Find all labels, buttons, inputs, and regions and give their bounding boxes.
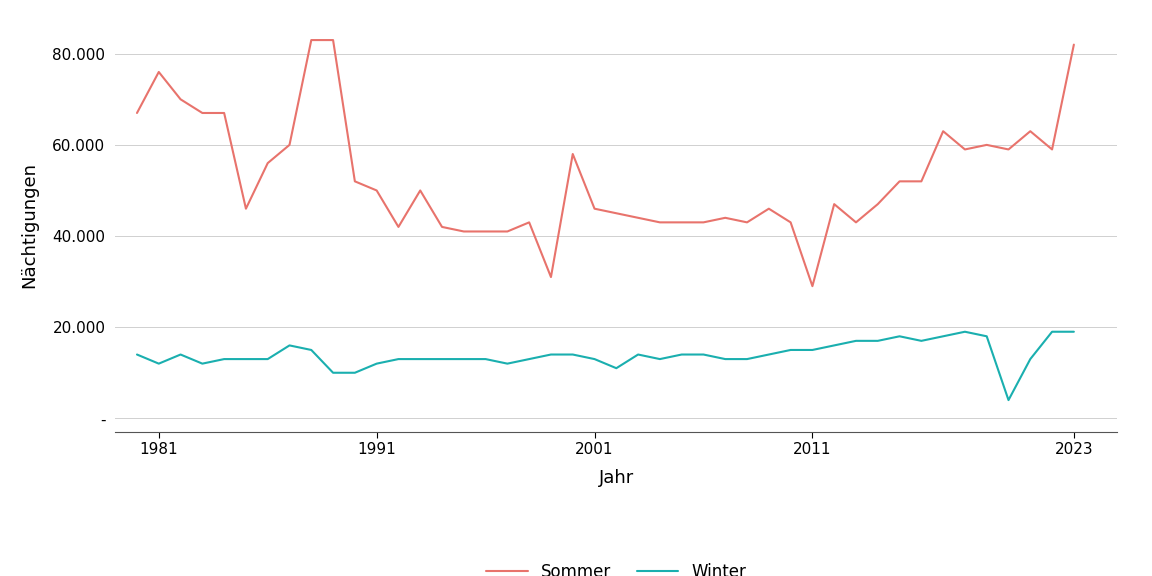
Sommer [893,178,907,185]
Sommer [697,219,711,226]
Winter [326,369,340,376]
Line: Winter: Winter [137,332,1074,400]
Winter [805,347,819,354]
Winter [282,342,296,349]
Sommer [783,219,797,226]
Sommer [282,142,296,149]
Sommer [719,214,733,221]
Sommer [761,205,775,212]
Winter [260,355,274,362]
Sommer [414,187,427,194]
Winter [435,355,449,362]
Winter [566,351,579,358]
Winter [849,338,863,344]
Winter [500,360,514,367]
Sommer [566,150,579,157]
Sommer [152,69,166,75]
Winter [370,360,384,367]
Winter [980,333,994,340]
Sommer [937,128,950,135]
Winter [740,355,753,362]
Sommer [1045,146,1059,153]
Sommer [238,205,252,212]
Winter [871,338,885,344]
Sommer [980,142,994,149]
Sommer [326,37,340,44]
Winter [1001,397,1015,404]
Winter [719,355,733,362]
Sommer [348,178,362,185]
Sommer [479,228,493,235]
Sommer [1001,146,1015,153]
Sommer [609,210,623,217]
Winter [479,355,493,362]
Sommer [457,228,471,235]
Sommer [871,200,885,207]
Winter [348,369,362,376]
Winter [697,351,711,358]
Sommer [544,274,558,281]
Winter [783,347,797,354]
Winter [827,342,841,349]
Winter [414,355,427,362]
Sommer [827,200,841,207]
Sommer [522,219,536,226]
Winter [915,338,929,344]
Winter [238,355,252,362]
Winter [1023,355,1037,362]
Sommer [958,146,972,153]
Winter [152,360,166,367]
Winter [196,360,210,367]
Sommer [1023,128,1037,135]
Sommer [500,228,514,235]
Sommer [304,37,318,44]
Winter [958,328,972,335]
Legend: Sommer, Winter: Sommer, Winter [479,556,753,576]
Sommer [130,109,144,116]
Winter [457,355,471,362]
Sommer [740,219,753,226]
Sommer [196,109,210,116]
Sommer [1067,41,1081,48]
Winter [631,351,645,358]
Sommer [435,223,449,230]
Sommer [370,187,384,194]
Sommer [653,219,667,226]
Winter [522,355,536,362]
Sommer [805,283,819,290]
Winter [653,355,667,362]
Winter [1045,328,1059,335]
Sommer [392,223,406,230]
Line: Sommer: Sommer [137,40,1074,286]
Sommer [260,160,274,166]
Winter [544,351,558,358]
Y-axis label: Nächtigungen: Nächtigungen [21,162,38,287]
Sommer [675,219,689,226]
Winter [937,333,950,340]
Winter [392,355,406,362]
Winter [761,351,775,358]
X-axis label: Jahr: Jahr [599,468,634,487]
Sommer [174,96,188,103]
Winter [893,333,907,340]
Winter [130,351,144,358]
Winter [218,355,232,362]
Sommer [849,219,863,226]
Winter [304,347,318,354]
Sommer [915,178,929,185]
Winter [1067,328,1081,335]
Winter [609,365,623,372]
Sommer [631,214,645,221]
Winter [174,351,188,358]
Winter [588,355,601,362]
Sommer [218,109,232,116]
Winter [675,351,689,358]
Sommer [588,205,601,212]
